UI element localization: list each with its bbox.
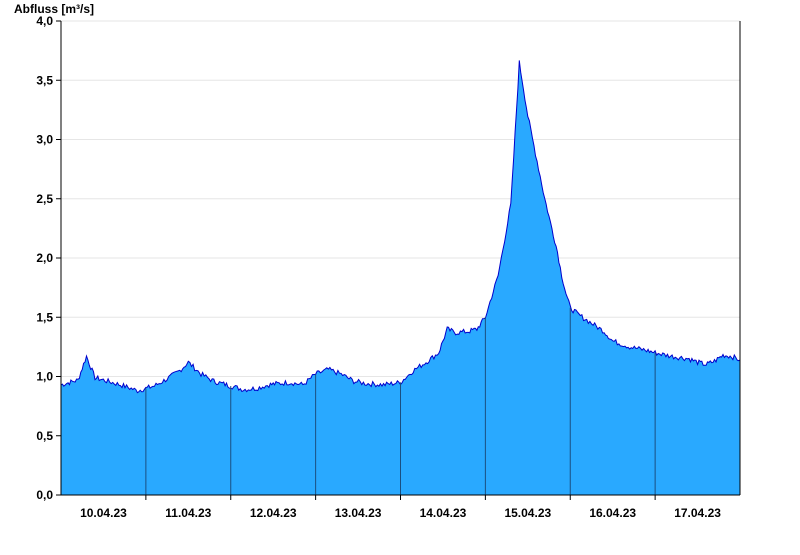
day-separators [145, 307, 656, 495]
x-tick-label: 13.04.23 [335, 506, 382, 520]
y-tick-label: 0,0 [36, 488, 53, 502]
x-axis-ticks: 10.04.23 11.04.23 12.04.23 13.04.23 14.04.23… [80, 495, 721, 520]
y-tick-label: 0,5 [36, 429, 53, 443]
x-tick-label: 11.04.23 [165, 506, 211, 520]
y-tick-label: 1,0 [36, 370, 53, 384]
y-axis-ticks: 0,0 0,5 1,0 1,5 2,0 2,5 3,0 3,5 4,0 [36, 14, 61, 502]
y-tick-label: 3,0 [36, 133, 53, 147]
x-tick-label: 15.04.23 [504, 506, 551, 520]
y-tick-label: 2,0 [36, 251, 53, 265]
x-tick-label: 12.04.23 [250, 506, 297, 520]
y-tick-label: 2,5 [36, 192, 53, 206]
x-tick-label: 14.04.23 [420, 506, 467, 520]
x-tick-label: 10.04.23 [80, 506, 127, 520]
y-axis-label: Abfluss [m³/s] [14, 2, 94, 16]
discharge-line [60, 60, 741, 394]
x-tick-label: 17.04.23 [674, 506, 721, 520]
x-tick-label: 16.04.23 [589, 506, 636, 520]
y-tick-label: 4,0 [36, 14, 53, 28]
y-tick-label: 1,5 [36, 310, 53, 324]
y-tick-label: 3,5 [36, 73, 53, 87]
